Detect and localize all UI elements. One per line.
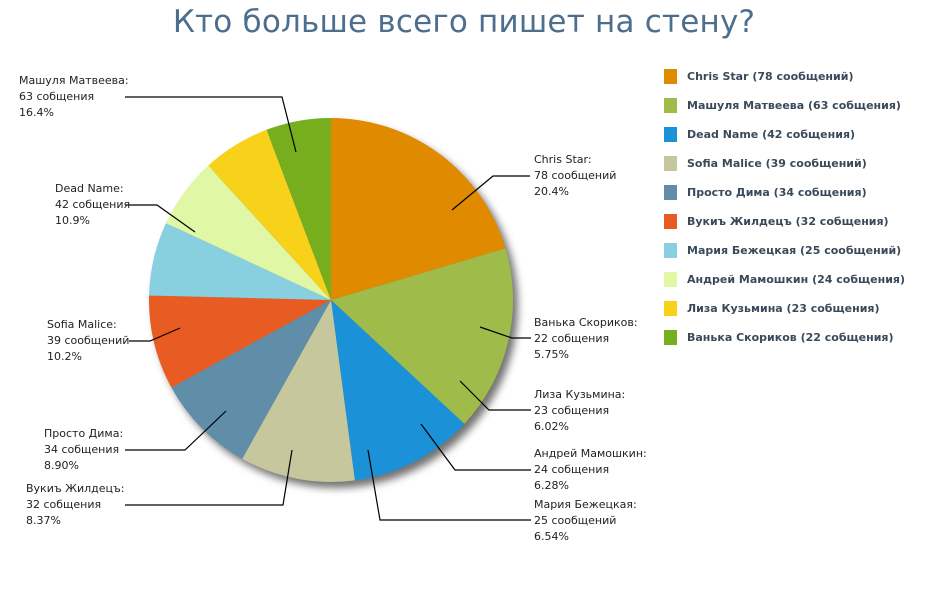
leader-line — [459, 380, 531, 411]
pie-slice — [166, 165, 331, 300]
slice-label: Лиза Кузьмина: 23 собщения 6.02% — [534, 388, 625, 433]
slice-label-percent: 8.37% — [26, 514, 61, 527]
pie-slice — [208, 129, 331, 300]
slice-label: Ванька Скориков: 22 собщения 5.75% — [534, 316, 638, 361]
slice-label-percent: 6.54% — [534, 530, 569, 543]
leader-line — [479, 326, 531, 339]
legend-swatch — [664, 301, 677, 316]
legend-label: Мария Бежецкая (25 сообщений) — [687, 244, 902, 257]
slice-label-percent: 6.02% — [534, 420, 569, 433]
pie-slice — [266, 118, 331, 300]
pie-slice — [149, 223, 331, 300]
slice-label-percent: 10.2% — [47, 350, 82, 363]
pie-slice — [331, 248, 513, 424]
leader-line — [129, 327, 181, 342]
legend-label: Просто Дима (34 собщения) — [687, 186, 867, 199]
slice-label-count: 39 сообщений — [47, 334, 129, 347]
slice-label-name: Sofia Malice: — [47, 318, 117, 331]
pie-slice — [331, 300, 465, 481]
legend-item: Вукиъ Жилдецъ (32 собщения) — [663, 207, 925, 236]
leader-line — [367, 449, 531, 521]
slice-label-name: Машуля Матвеева: — [19, 74, 129, 87]
legend-swatch — [664, 127, 677, 142]
legend-label: Вукиъ Жилдецъ (32 собщения) — [687, 215, 889, 228]
slice-label-count: 25 сообщений — [534, 514, 616, 527]
slice-label-count: 63 собщения — [19, 90, 94, 103]
slice-label: Мария Бежецкая: 25 сообщений 6.54% — [534, 498, 637, 543]
leader-line — [451, 175, 530, 211]
slice-label: Sofia Malice: 39 сообщений 10.2% — [47, 318, 129, 363]
legend-label: Sofia Malice (39 сообщений) — [687, 157, 867, 170]
leader-line — [420, 423, 531, 471]
legend-label: Chris Star (78 сообщений) — [687, 70, 854, 83]
legend-swatch — [664, 214, 677, 229]
leader-line — [125, 204, 196, 233]
legend-swatch — [664, 243, 677, 258]
legend-item: Dead Name (42 собщения) — [663, 120, 925, 149]
slice-label-name: Вукиъ Жилдецъ: — [26, 482, 124, 495]
slice-label: Андрей Мамошкин: 24 собщения 6.28% — [534, 447, 647, 492]
slice-label-percent: 8.90% — [44, 459, 79, 472]
slice-label-name: Андрей Мамошкин: — [534, 447, 647, 460]
legend-item: Андрей Мамошкин (24 собщения) — [663, 265, 925, 294]
slice-label: Dead Name: 42 собщения 10.9% — [55, 182, 130, 227]
slice-label: Вукиъ Жилдецъ: 32 собщения 8.37% — [26, 482, 124, 527]
slice-label-name: Лиза Кузьмина: — [534, 388, 625, 401]
legend-item: Ванька Скориков (22 собщения) — [663, 323, 925, 352]
legend-label: Лиза Кузьмина (23 собщения) — [687, 302, 880, 315]
slice-labels: Chris Star: 78 сообщений 20.4% Машуля Матве… — [19, 74, 647, 543]
slice-label-name: Ванька Скориков: — [534, 316, 638, 329]
slice-label-count: 42 собщения — [55, 198, 130, 211]
slice-label-count: 78 сообщений — [534, 169, 616, 182]
legend-swatch — [664, 330, 677, 345]
legend-item: Просто Дима (34 собщения) — [663, 178, 925, 207]
legend-swatch — [664, 185, 677, 200]
slice-label-count: 22 собщения — [534, 332, 609, 345]
leader-line — [125, 410, 227, 451]
leader-line — [125, 96, 297, 153]
slice-label-name: Dead Name: — [55, 182, 124, 195]
slice-label-count: 24 собщения — [534, 463, 609, 476]
slice-label-percent: 6.28% — [534, 479, 569, 492]
legend-item: Sofia Malice (39 сообщений) — [663, 149, 925, 178]
slice-label: Просто Дима: 34 собщения 8.90% — [44, 427, 123, 472]
slice-label-name: Мария Бежецкая: — [534, 498, 637, 511]
legend-swatch — [664, 69, 677, 84]
legend-label: Андрей Мамошкин (24 собщения) — [687, 273, 906, 286]
legend-swatch — [664, 156, 677, 171]
slice-label-count: 32 собщения — [26, 498, 101, 511]
slice-label-name: Chris Star: — [534, 153, 592, 166]
legend-label: Машуля Матвеева (63 собщения) — [687, 99, 901, 112]
slice-label: Chris Star: 78 сообщений 20.4% — [534, 153, 616, 198]
slice-label-percent: 10.9% — [55, 214, 90, 227]
legend-swatch — [664, 98, 677, 113]
pie-slices — [149, 118, 513, 483]
legend-item: Лиза Кузьмина (23 собщения) — [663, 294, 925, 323]
slice-label-count: 34 собщения — [44, 443, 119, 456]
pie-slice — [171, 300, 331, 459]
pie-slice — [149, 295, 331, 388]
slice-label-name: Просто Дима: — [44, 427, 123, 440]
pie-slice — [242, 300, 355, 483]
slice-label-percent: 5.75% — [534, 348, 569, 361]
leader-line — [125, 449, 293, 506]
slice-label-count: 23 собщения — [534, 404, 609, 417]
legend: Chris Star (78 сообщений) Машуля Матвеева… — [663, 62, 925, 352]
legend-item: Мария Бежецкая (25 сообщений) — [663, 236, 925, 265]
legend-item: Машуля Матвеева (63 собщения) — [663, 91, 925, 120]
legend-swatch — [664, 272, 677, 287]
leader-lines — [125, 96, 531, 521]
slice-label: Машуля Матвеева: 63 собщения 16.4% — [19, 74, 129, 119]
legend-item: Chris Star (78 сообщений) — [663, 62, 925, 91]
legend-label: Dead Name (42 собщения) — [687, 128, 856, 141]
chart-title: Кто больше всего пишет на стену? — [172, 4, 756, 40]
slice-label-percent: 20.4% — [534, 185, 569, 198]
slice-label-percent: 16.4% — [19, 106, 54, 119]
legend-label: Ванька Скориков (22 собщения) — [687, 331, 894, 344]
pie-slice — [331, 118, 506, 300]
